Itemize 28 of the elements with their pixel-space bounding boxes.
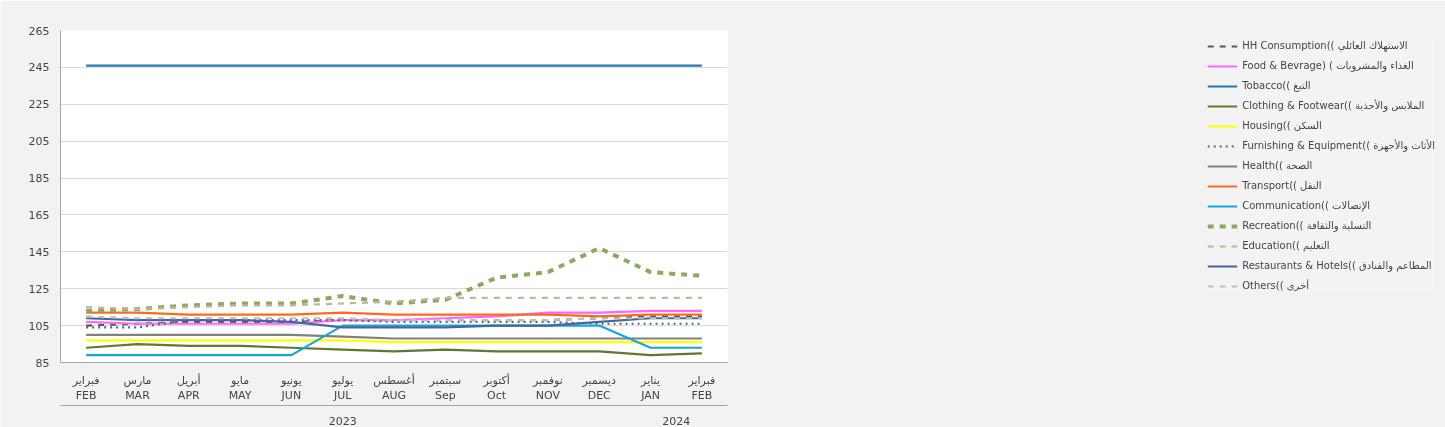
y-tick-label: 185 (28, 172, 50, 186)
text: 2024 (662, 414, 691, 427)
y-tick-label: 205 (28, 135, 50, 149)
legend-label: HH Consumption(( الاستهلاك العائلي (1242, 40, 1408, 51)
line-series (85, 342, 703, 357)
legend-label: Food & Bevrage) ( الغذاء والمشروبات (1242, 60, 1414, 71)
legend-label: Housing(( السكن (1242, 120, 1322, 131)
legend-label: Furnishing & Equipment(( الأثاث والأجهزة (1242, 140, 1435, 151)
line-series (85, 296, 703, 311)
legend-label: Others(( أخرى (1242, 280, 1310, 291)
legend-label: Tobacco(( التبغ (1242, 80, 1311, 91)
legend-label: Communication(( الإتصالات (1242, 200, 1371, 211)
line-series (85, 309, 703, 325)
legend-label: Education(( التعليم (1242, 240, 1330, 251)
legend-label: Health(( الصحة (1242, 160, 1313, 171)
legend-label: Clothing & Footwear(( الملابس والأحذية (1242, 100, 1425, 111)
y-tick-label: 165 (28, 208, 50, 222)
y-tick-label: 105 (28, 319, 50, 333)
y-tick-label: 125 (28, 282, 50, 296)
legend-label: Recreation(( التسلية والثقافة (1242, 220, 1372, 231)
y-tick-label: 225 (28, 98, 50, 112)
y-tick-label: 145 (28, 245, 50, 259)
y-tick-label: 85 (35, 356, 50, 370)
y-tick-label: 245 (28, 61, 50, 75)
y-tick-label: 265 (28, 24, 50, 38)
text: 2023 (328, 414, 357, 427)
legend-label: Transport(( النقل (1242, 180, 1322, 191)
legend-label: Restaurants & Hotels(( المطاعم والفنادق (1242, 260, 1432, 271)
